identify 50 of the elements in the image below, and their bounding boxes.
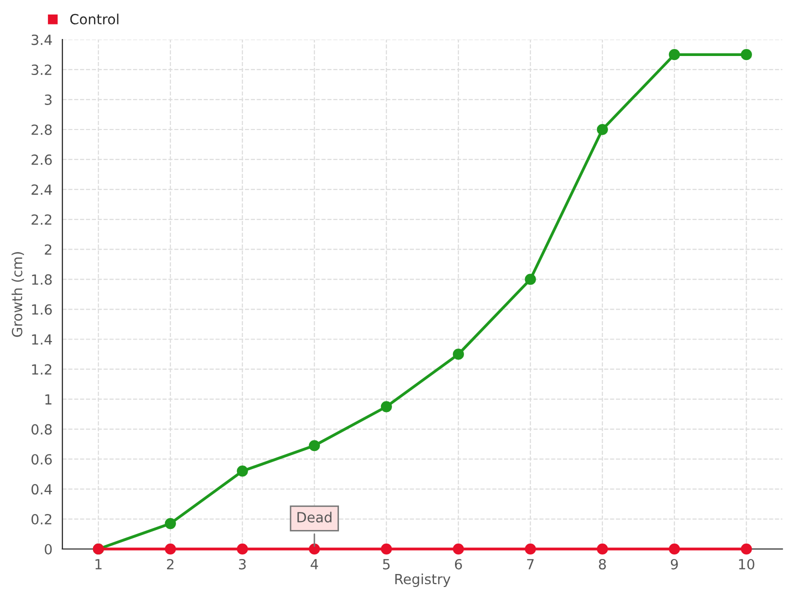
y-tick-label: 0 — [44, 544, 52, 554]
x-tick-label: 9 — [670, 558, 678, 570]
y-tick-label: 0.4 — [32, 484, 52, 495]
y-tick-label: 3 — [44, 94, 52, 106]
y-tick-label: 0.2 — [32, 514, 52, 525]
legend-label: Control — [70, 14, 118, 24]
y-tick-label: 2.6 — [32, 154, 52, 165]
y-tick-label: 1.8 — [32, 274, 52, 285]
x-tick-label: 10 — [739, 558, 754, 570]
point — [452, 543, 464, 555]
point — [596, 124, 608, 136]
point — [236, 466, 248, 477]
point — [380, 401, 392, 412]
point — [668, 49, 680, 60]
x-tick-label: 5 — [383, 559, 390, 570]
x-tick-label: 4 — [310, 559, 318, 570]
y-tick-label: 2.2 — [32, 214, 52, 225]
point — [740, 49, 752, 60]
y-tick-label: 0.6 — [32, 454, 52, 465]
y-tick-label: 3.2 — [32, 64, 52, 76]
y-tick-label: 1.6 — [32, 304, 52, 315]
x-tick-label: 6 — [454, 558, 462, 570]
point — [668, 543, 680, 555]
y-tick-label: 2.8 — [32, 124, 52, 135]
x-axis-title: Registry — [395, 574, 450, 587]
y-tick-label: 2.4 — [32, 184, 52, 195]
y-tick-label: 1 — [45, 394, 52, 404]
point — [596, 543, 608, 555]
point — [164, 543, 176, 555]
point — [740, 543, 752, 555]
y-tick-label: 3.4 — [32, 34, 52, 46]
point — [308, 543, 320, 555]
y-tick-label: 2 — [44, 244, 52, 255]
x-tick-label: 2 — [167, 558, 174, 570]
x-tick-label: 8 — [598, 558, 606, 570]
y-tick-label: 1.2 — [32, 364, 52, 374]
point — [236, 543, 248, 555]
annotation: Dead — [297, 512, 332, 522]
point — [524, 274, 536, 285]
x-tick-label: 1 — [96, 559, 102, 570]
point — [380, 543, 392, 555]
y-axis-title: Growth (cm) — [12, 252, 24, 337]
x-tick-label: 7 — [527, 559, 534, 570]
point — [164, 518, 176, 530]
y-tick-label: 1.4 — [32, 334, 52, 345]
point — [452, 348, 464, 360]
point — [308, 440, 320, 452]
x-tick-label: 3 — [239, 558, 246, 570]
point — [524, 543, 536, 555]
y-tick-label: 0.8 — [32, 424, 52, 435]
